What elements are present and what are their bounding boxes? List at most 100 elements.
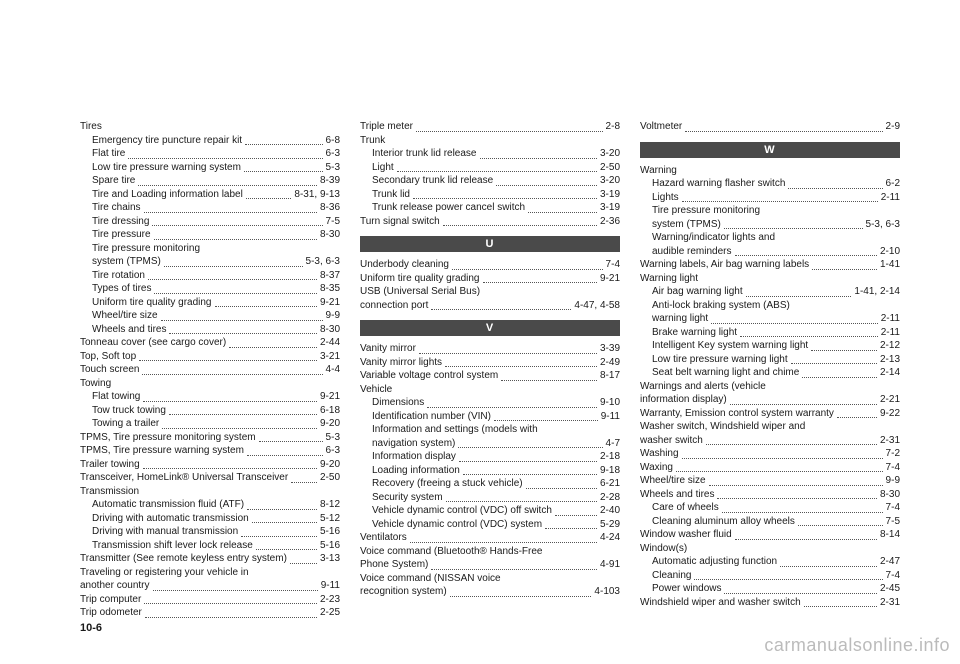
index-entry-page: 7-4 [886, 501, 900, 515]
index-entry: Spare tire8-39 [80, 174, 340, 188]
leader-dots [528, 201, 597, 213]
leader-dots [735, 528, 877, 540]
index-entry: Tonneau cover (see cargo cover)2-44 [80, 336, 340, 350]
index-entry: TPMS, Tire pressure monitoring system5-3 [80, 431, 340, 445]
index-entry-page: 5-16 [320, 539, 340, 553]
leader-dots [526, 477, 597, 489]
index-entry-label: Vanity mirror lights [360, 356, 442, 370]
index-entry-page: 9-21 [600, 272, 620, 286]
index-entry: Towing a trailer9-20 [80, 417, 340, 431]
leader-dots [555, 504, 597, 516]
leader-dots [259, 431, 323, 443]
index-entry-label: Transceiver, HomeLink® Universal Transce… [80, 471, 288, 485]
column-3: Voltmeter2-9WWarningHazard warning flash… [640, 120, 900, 620]
index-entry-page: 3-19 [600, 188, 620, 202]
leader-dots [483, 272, 597, 284]
index-entry-page: 1-41 [880, 258, 900, 272]
index-entry-label: Vehicle dynamic control (VDC) system [372, 518, 542, 532]
index-entry: Trailer towing9-20 [80, 458, 340, 472]
index-entry-page: 3-39 [600, 342, 620, 356]
section-header: W [640, 142, 900, 158]
index-entry-label: Uniform tire quality grading [360, 272, 480, 286]
index-entry-label: TPMS, Tire pressure monitoring system [80, 431, 256, 445]
index-entry-page: 9-9 [886, 474, 900, 488]
index-entry: Low tire pressure warning system5-3 [80, 161, 340, 175]
leader-dots [463, 464, 597, 476]
index-entry-label: Transmission shift lever lock release [92, 539, 253, 553]
index-entry-label: Turn signal switch [360, 215, 440, 229]
index-entry-label: Tow truck towing [92, 404, 166, 418]
index-entry: Automatic adjusting function2-47 [640, 555, 900, 569]
index-entry-label: Power windows [652, 582, 721, 596]
index-entry-page: 8-39 [320, 174, 340, 188]
index-entry-label: warning light [652, 312, 708, 326]
index-entry-label: system (TPMS) [652, 218, 721, 232]
index-entry-label: Information display [372, 450, 456, 464]
leader-dots [791, 353, 877, 365]
index-entry-page: 4-24 [600, 531, 620, 545]
index-entry-page: 2-18 [600, 450, 620, 464]
index-entry-page: 5-16 [320, 525, 340, 539]
index-entry: information display)2-21 [640, 393, 900, 407]
index-entry-label: information display) [640, 393, 727, 407]
index-entry-label: Trip computer [80, 593, 141, 607]
index-page: TiresEmergency tire puncture repair kit6… [0, 0, 960, 640]
index-entry: Driving with manual transmission5-16 [80, 525, 340, 539]
index-group-label: Tire pressure monitoring [80, 242, 340, 256]
watermark: carmanualsonline.info [764, 635, 950, 656]
index-entry: Ventilators4-24 [360, 531, 620, 545]
leader-dots [161, 309, 323, 321]
leader-dots [144, 593, 317, 605]
index-entry: Window washer fluid8-14 [640, 528, 900, 542]
leader-dots [494, 410, 598, 422]
index-entry-page: 7-5 [886, 515, 900, 529]
leader-dots [241, 525, 317, 537]
index-entry-page: 6-2 [886, 177, 900, 191]
index-entry: Trip odometer2-25 [80, 606, 340, 620]
index-entry-label: Low tire pressure warning system [92, 161, 241, 175]
leader-dots [740, 326, 878, 338]
index-entry: Interior trunk lid release3-20 [360, 147, 620, 161]
index-entry-label: Phone System) [360, 558, 428, 572]
index-entry: Vehicle dynamic control (VDC) system5-29 [360, 518, 620, 532]
index-group-label: Voice command (NISSAN voice [360, 572, 620, 586]
leader-dots [798, 515, 883, 527]
index-entry-page: 7-4 [606, 258, 620, 272]
index-entry: Hazard warning flasher switch6-2 [640, 177, 900, 191]
index-entry: Tire chains8-36 [80, 201, 340, 215]
index-entry: Voltmeter2-9 [640, 120, 900, 134]
index-entry-label: Automatic transmission fluid (ATF) [92, 498, 244, 512]
index-entry-page: 2-13 [880, 353, 900, 367]
index-entry-label: Trailer towing [80, 458, 140, 472]
index-entry-page: 2-40 [600, 504, 620, 518]
index-entry: TPMS, Tire pressure warning system6-3 [80, 444, 340, 458]
index-entry: recognition system)4-103 [360, 585, 620, 599]
index-entry-label: Wheel/tire size [640, 474, 706, 488]
index-entry-page: 4-103 [594, 585, 620, 599]
index-entry-page: 5-3, 6-3 [866, 218, 900, 232]
index-entry-page: 2-25 [320, 606, 340, 620]
leader-dots [143, 458, 317, 470]
index-entry-label: Security system [372, 491, 443, 505]
index-entry: Top, Soft top3-21 [80, 350, 340, 364]
index-group-label: Vehicle [360, 383, 620, 397]
index-entry-page: 6-21 [600, 477, 620, 491]
leader-dots [431, 558, 597, 570]
index-entry-page: 6-8 [326, 134, 340, 148]
index-entry-label: Washing [640, 447, 679, 461]
index-entry-page: 6-18 [320, 404, 340, 418]
index-group-label: Transmission [80, 485, 340, 499]
index-entry: Light2-50 [360, 161, 620, 175]
index-entry-label: Air bag warning light [652, 285, 743, 299]
index-entry-page: 4-4 [326, 363, 340, 377]
index-entry: Touch screen4-4 [80, 363, 340, 377]
index-entry: audible reminders2-10 [640, 245, 900, 259]
index-entry-page: 2-11 [881, 191, 900, 205]
index-entry-label: navigation system) [372, 437, 455, 451]
leader-dots [694, 569, 882, 581]
leader-dots [709, 474, 883, 486]
leader-dots [711, 312, 878, 324]
leader-dots [152, 215, 322, 227]
leader-dots [450, 585, 592, 597]
index-entry-page: 3-20 [600, 174, 620, 188]
